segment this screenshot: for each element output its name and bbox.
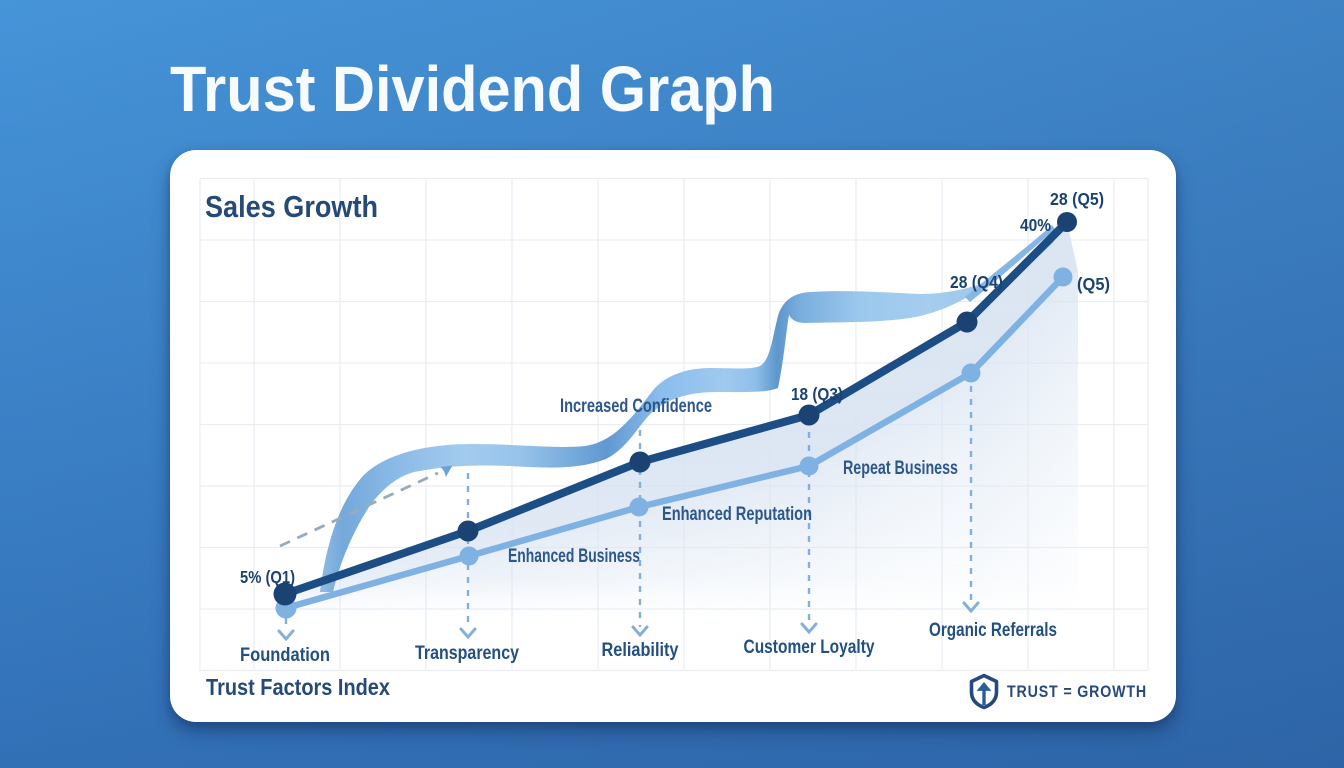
- svg-text:Enhanced Reputation: Enhanced Reputation: [662, 503, 812, 525]
- svg-text:Trust Dividend Graph: Trust Dividend Graph: [170, 53, 775, 125]
- svg-text:Foundation: Foundation: [240, 644, 330, 666]
- svg-text:Sales Growth: Sales Growth: [205, 189, 378, 224]
- svg-text:Trust Factors Index: Trust Factors Index: [206, 674, 390, 700]
- svg-text:40%: 40%: [1020, 215, 1051, 235]
- svg-text:28 (Q4): 28 (Q4): [950, 272, 1003, 292]
- svg-text:Customer Loyalty: Customer Loyalty: [744, 636, 875, 658]
- svg-text:18 (Q3): 18 (Q3): [791, 384, 843, 404]
- svg-text:Organic Referrals: Organic Referrals: [929, 619, 1057, 641]
- svg-text:TRUST = GROWTH: TRUST = GROWTH: [1007, 682, 1147, 701]
- svg-text:Repeat Business: Repeat Business: [843, 457, 958, 479]
- svg-text:Transparency: Transparency: [415, 642, 519, 664]
- svg-text:28 (Q5): 28 (Q5): [1050, 189, 1104, 209]
- svg-text:(Q5): (Q5): [1077, 274, 1110, 294]
- svg-text:5% (Q1): 5% (Q1): [240, 567, 295, 587]
- svg-text:Reliability: Reliability: [602, 639, 679, 661]
- svg-text:Enhanced Business: Enhanced Business: [508, 545, 640, 567]
- svg-text:Increased Confidence: Increased Confidence: [560, 395, 712, 417]
